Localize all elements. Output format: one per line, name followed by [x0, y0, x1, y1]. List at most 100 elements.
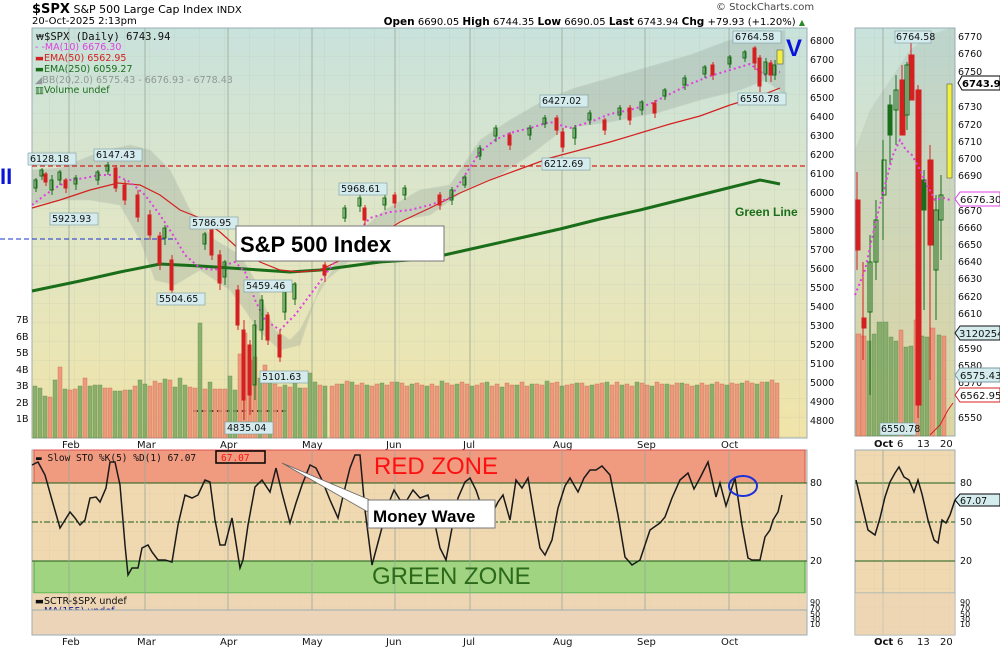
svg-text:7B: 7B [16, 315, 29, 326]
svg-text:▬ Slow STO %K(5) %D(1) 67.07: ▬ Slow STO %K(5) %D(1) 67.07 [36, 453, 196, 464]
svg-text:6676.30: 6676.30 [960, 195, 1000, 206]
svg-text:10: 10 [810, 620, 820, 629]
zoom-price-panel: 6764.58 6550.78 6770 6760 6750 6730 6720 671… [854, 27, 1000, 450]
svg-text:6575.43: 6575.43 [960, 371, 1000, 382]
stochastic-panel: RED ZONE GREEN ZONE ▬ Slow STO %K(5) %D(… [31, 449, 822, 648]
svg-text:5101.63: 5101.63 [262, 372, 301, 383]
svg-text:5B: 5B [16, 348, 29, 359]
svg-text:▬EMA(50) 6562.95: ▬EMA(50) 6562.95 [35, 53, 126, 64]
svg-text:Apr: Apr [220, 637, 238, 648]
svg-text:6128.18: 6128.18 [30, 154, 69, 165]
svg-text:30: 30 [960, 615, 970, 624]
svg-text:5400: 5400 [810, 302, 834, 313]
svg-text:67.07: 67.07 [221, 453, 250, 464]
svg-text:6670: 6670 [958, 206, 982, 217]
svg-text:13: 13 [917, 637, 930, 648]
x-axis-months-top: Feb Mar Apr May Jun Jul Aug Sep Oct [62, 440, 738, 451]
stochastic-line [31, 454, 783, 578]
svg-text:1B: 1B [16, 414, 29, 425]
svg-text:6764.58: 6764.58 [735, 32, 774, 43]
svg-text:Oct: Oct [721, 637, 738, 648]
zoom-price-axis: 6770 6760 6750 6730 6720 6710 6700 6690 6670 6… [958, 32, 982, 424]
svg-text:5900: 5900 [810, 207, 834, 218]
svg-text:▬EMA(250) 6059.27: ▬EMA(250) 6059.27 [35, 64, 133, 75]
svg-text:6620: 6620 [958, 292, 982, 303]
volume-axis: 7B 6B 5B 4B 3B 2B 1B [16, 315, 29, 425]
svg-text:- -MA(10) 6676.30: - -MA(10) 6676.30 [35, 42, 121, 53]
red-zone-label: RED ZONE [374, 453, 498, 480]
svg-text:6147.43: 6147.43 [96, 150, 135, 161]
svg-text:6710: 6710 [958, 137, 982, 148]
volume-bars [32, 322, 780, 439]
tag-bb: 6575.43 [954, 367, 1000, 383]
svg-text:May: May [302, 637, 323, 648]
svg-text:₩: ₩ [36, 33, 44, 42]
price-axis: 6800 6700 6600 6500 6400 6300 6200 6100 6000 5… [810, 36, 834, 427]
green-line-label: Green Line [735, 205, 798, 219]
svg-text:13: 13 [917, 439, 930, 450]
svg-text:5459.46: 5459.46 [246, 281, 285, 292]
svg-text:6700: 6700 [958, 154, 982, 165]
svg-text:6640: 6640 [958, 257, 982, 268]
high-label: High [462, 16, 490, 28]
svg-text:90: 90 [960, 598, 970, 607]
svg-text:6630: 6630 [958, 274, 982, 285]
quote-bar: Open 6690.05 High 6744.35 Low 6690.05 La… [384, 16, 805, 28]
svg-text:5786.95: 5786.95 [192, 218, 231, 229]
svg-text:▥Volume undef: ▥Volume undef [35, 85, 110, 96]
stochastic-legend: ▬ Slow STO %K(5) %D(1) 67.07 67.07 [36, 450, 266, 464]
svg-text:Aug: Aug [553, 637, 573, 648]
svg-text:80: 80 [960, 478, 972, 489]
svg-text:▬SCTR-$SPX undef: ▬SCTR-$SPX undef [35, 596, 127, 607]
svg-text:6000: 6000 [810, 188, 834, 199]
last-candle-highlight [776, 49, 784, 65]
svg-text:5504.65: 5504.65 [159, 294, 198, 305]
svg-text:S&P 500 Index: S&P 500 Index [240, 232, 392, 257]
svg-text:Oct: Oct [874, 637, 893, 648]
green-zone-label: GREEN ZONE [372, 563, 531, 590]
svg-text:5100: 5100 [810, 359, 834, 370]
svg-text:2B: 2B [16, 398, 29, 409]
svg-text:Feb: Feb [62, 440, 80, 451]
zoom-x-axis-top: Oct 6 13 20 [874, 439, 953, 450]
blue-circle-marker [728, 475, 758, 497]
svg-text:6500: 6500 [810, 93, 834, 104]
chart-datetime: 20-Oct-2025 2:13pm [32, 16, 137, 27]
svg-text:20: 20 [940, 637, 953, 648]
tag-last: 6743.94 [957, 75, 1000, 91]
svg-text:6730: 6730 [958, 102, 982, 113]
svg-text:Aug: Aug [553, 440, 573, 451]
svg-text:6570: 6570 [958, 378, 982, 389]
exchange: INDX [216, 5, 242, 16]
svg-text:6100: 6100 [810, 169, 834, 180]
svg-text:50: 50 [960, 610, 970, 619]
price-callouts: 6128.18 6147.43 5923.93 5786.95 5504.65 … [27, 30, 787, 435]
svg-text:5923.93: 5923.93 [52, 214, 91, 225]
svg-text:5000: 5000 [810, 378, 834, 389]
svg-text:6770: 6770 [958, 32, 982, 43]
svg-text:6760: 6760 [958, 49, 982, 60]
svg-text:10: 10 [960, 620, 970, 629]
svg-text:Money Wave: Money Wave [373, 507, 475, 526]
svg-text:6650: 6650 [958, 240, 982, 251]
svg-text:70: 70 [810, 604, 820, 613]
svg-text:6580: 6580 [958, 361, 982, 372]
svg-text:6: 6 [897, 439, 903, 450]
svg-text:5700: 5700 [810, 245, 834, 256]
svg-text:6550.78: 6550.78 [740, 94, 779, 105]
red-zone [33, 449, 806, 484]
main-price-panel: 6128.18 6147.43 5923.93 5786.95 5504.65 … [0, 27, 834, 451]
svg-text:6610: 6610 [958, 309, 982, 320]
main-legend: $SPX (Daily) 6743.94 ₩ - -MA(10) 6676.30… [35, 31, 233, 96]
copyright: © StockCharts.com [716, 2, 815, 13]
svg-text:Sep: Sep [637, 440, 656, 451]
svg-text:6300: 6300 [810, 131, 834, 142]
svg-text:Apr: Apr [220, 440, 238, 451]
svg-text:Sep: Sep [637, 637, 656, 648]
svg-text:6427.02: 6427.02 [542, 96, 581, 107]
chart-title: $SPX S&P 500 Large Cap Index INDX [32, 2, 242, 17]
svg-text:Oct: Oct [721, 440, 738, 451]
symbol-name: S&P 500 Large Cap Index [73, 3, 214, 16]
svg-text:Jul: Jul [462, 440, 475, 451]
